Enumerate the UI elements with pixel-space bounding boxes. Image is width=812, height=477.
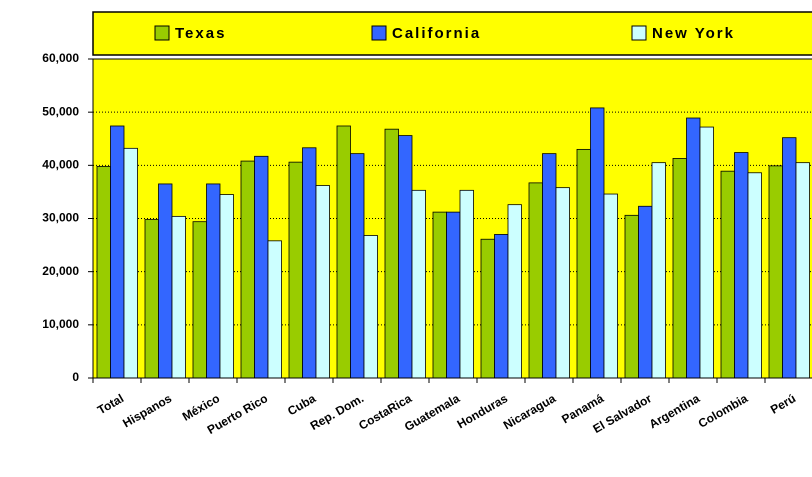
bar bbox=[144, 219, 159, 379]
bar bbox=[528, 182, 543, 379]
x-tick-label: Argentina bbox=[647, 391, 703, 431]
bar bbox=[432, 211, 447, 379]
y-tick-label: 60,000 bbox=[42, 51, 79, 65]
legend-marker bbox=[154, 25, 170, 41]
x-tick-label: Rep. Dom. bbox=[308, 391, 366, 433]
legend-marker bbox=[631, 25, 647, 41]
legend-label: California bbox=[392, 25, 481, 42]
bar bbox=[123, 147, 138, 379]
bar bbox=[590, 107, 605, 379]
bar bbox=[219, 194, 234, 379]
legend-label: New York bbox=[652, 25, 735, 42]
bar bbox=[411, 189, 426, 379]
legend-box bbox=[92, 11, 812, 56]
bar bbox=[363, 235, 378, 379]
bar bbox=[507, 204, 522, 379]
bar bbox=[720, 170, 735, 379]
y-tick-label: 30,000 bbox=[42, 211, 79, 225]
bar bbox=[542, 153, 557, 379]
bar bbox=[398, 135, 413, 379]
legend-label: Texas bbox=[175, 25, 226, 42]
x-tick-label: Total bbox=[95, 391, 126, 417]
bar bbox=[206, 183, 221, 379]
bar bbox=[480, 238, 495, 379]
bar bbox=[795, 162, 810, 379]
x-tick-label: Perú bbox=[768, 391, 798, 416]
bar bbox=[638, 205, 653, 379]
bar bbox=[336, 125, 351, 379]
bar bbox=[651, 162, 666, 379]
x-tick-label: Nicaragua bbox=[501, 391, 559, 432]
x-tick-label: Cuba bbox=[285, 391, 318, 418]
bar bbox=[782, 137, 797, 379]
bar bbox=[315, 185, 330, 379]
bar bbox=[699, 126, 714, 379]
y-tick-label: 50,000 bbox=[42, 104, 79, 118]
bar bbox=[302, 147, 317, 379]
bar bbox=[96, 165, 111, 379]
bar bbox=[734, 152, 749, 379]
legend-marker bbox=[371, 25, 387, 41]
bar bbox=[158, 183, 173, 379]
bar bbox=[768, 165, 783, 379]
bar bbox=[171, 215, 186, 379]
bar bbox=[110, 125, 125, 379]
bar bbox=[624, 214, 639, 379]
bar bbox=[288, 161, 303, 379]
x-tick-label: Honduras bbox=[455, 391, 511, 431]
bar bbox=[576, 148, 591, 379]
x-tick-label: Hispanos bbox=[120, 391, 174, 430]
y-tick-label: 0 bbox=[72, 370, 79, 384]
bar bbox=[494, 234, 509, 379]
bar bbox=[267, 240, 282, 379]
x-tick-label: Colombia bbox=[696, 391, 751, 431]
bar bbox=[459, 189, 474, 379]
bar bbox=[192, 221, 207, 379]
bar bbox=[240, 160, 255, 379]
bar bbox=[350, 153, 365, 379]
bar bbox=[672, 158, 687, 379]
x-tick-label: Guatemala bbox=[402, 391, 462, 434]
bar bbox=[446, 211, 461, 379]
bar bbox=[747, 172, 762, 379]
bar bbox=[686, 117, 701, 379]
y-tick-label: 40,000 bbox=[42, 158, 79, 172]
bar bbox=[384, 128, 399, 379]
bar bbox=[603, 193, 618, 379]
y-tick-label: 10,000 bbox=[42, 317, 79, 331]
bar bbox=[254, 155, 269, 379]
y-tick-label: 20,000 bbox=[42, 264, 79, 278]
bar bbox=[555, 187, 570, 379]
